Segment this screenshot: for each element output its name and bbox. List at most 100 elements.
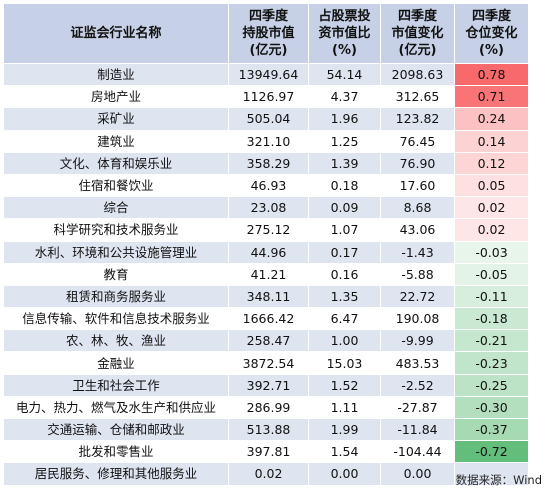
cell-position-change: 0.02	[454, 218, 529, 242]
header-name: 证监会行业名称	[3, 3, 229, 64]
cell-value-change: 2098.63	[380, 62, 455, 87]
cell-share: 15.03	[308, 351, 381, 375]
cell-position-change: -0.37	[454, 417, 529, 442]
cell-industry-name: 文化、体育和娱乐业	[3, 151, 229, 175]
cell-position-change	[454, 462, 529, 486]
cell-share: 1.35	[308, 284, 381, 309]
table-row: 建筑业 321.10 1.25 76.45 0.14	[3, 129, 529, 153]
cell-share: 4.37	[308, 85, 381, 109]
cell-industry-name: 居民服务、修理和其他服务业	[3, 462, 229, 486]
cell-value-change: -1.43	[380, 240, 455, 264]
cell-position-change: 0.02	[454, 196, 529, 220]
table-row: 文化、体育和娱乐业 358.29 1.39 76.90 0.12	[3, 151, 529, 175]
cell-industry-name: 信息传输、软件和信息技术服务业	[3, 307, 229, 331]
cell-share: 1.39	[308, 151, 381, 175]
cell-holdings: 23.08	[228, 196, 309, 220]
header-position-change: 四季度 仓位变化 (%)	[454, 3, 529, 64]
source-note: 数据来源：Wind	[455, 473, 542, 487]
cell-share: 1.00	[308, 329, 381, 353]
cell-share: 1.11	[308, 395, 381, 420]
table-row: 批发和零售业 397.81 1.54 -104.44 -0.72	[3, 440, 529, 464]
cell-holdings: 392.71	[228, 373, 309, 397]
cell-value-change: 483.53	[380, 351, 455, 375]
table-row: 制造业 13949.64 54.14 2098.63 0.78	[3, 62, 529, 87]
cell-value-change: 0.00	[380, 462, 455, 486]
cell-holdings: 46.93	[228, 173, 309, 198]
table-row: 房地产业 1126.97 4.37 312.65 0.71	[3, 85, 529, 109]
table-row: 信息传输、软件和信息技术服务业 1666.42 6.47 190.08 -0.18	[3, 307, 529, 331]
cell-value-change: -5.88	[380, 262, 455, 286]
table-row: 综合 23.08 0.09 8.68 0.02	[3, 196, 529, 220]
table-row: 农、林、牧、渔业 258.47 1.00 -9.99 -0.21	[3, 329, 529, 353]
cell-holdings: 348.11	[228, 284, 309, 309]
cell-share: 0.09	[308, 196, 381, 220]
table-row: 交通运输、仓储和邮政业 513.88 1.99 -11.84 -0.37	[3, 417, 529, 442]
cell-position-change: -0.30	[454, 395, 529, 420]
cell-value-change: -11.84	[380, 417, 455, 442]
cell-holdings: 513.88	[228, 417, 309, 442]
cell-industry-name: 租赁和商务服务业	[3, 284, 229, 309]
table-row: 住宿和餐饮业 46.93 0.18 17.60 0.05	[3, 173, 529, 198]
table-row: 金融业 3872.54 15.03 483.53 -0.23	[3, 351, 529, 375]
cell-value-change: 190.08	[380, 307, 455, 331]
cell-share: 0.00	[308, 462, 381, 486]
cell-share: 54.14	[308, 62, 381, 87]
cell-share: 6.47	[308, 307, 381, 331]
cell-holdings: 358.29	[228, 151, 309, 175]
cell-industry-name: 交通运输、仓储和邮政业	[3, 417, 229, 442]
cell-share: 1.96	[308, 107, 381, 131]
cell-industry-name: 采矿业	[3, 107, 229, 131]
cell-position-change: 0.14	[454, 129, 529, 153]
cell-industry-name: 制造业	[3, 62, 229, 87]
table-row: 卫生和社会工作 392.71 1.52 -2.52 -0.25	[3, 373, 529, 397]
cell-share: 1.52	[308, 373, 381, 397]
header-value-change: 四季度 市值变化 (亿元)	[380, 3, 455, 64]
cell-industry-name: 电力、热力、燃气及水生产和供应业	[3, 395, 229, 420]
table-body: 制造业 13949.64 54.14 2098.63 0.78 房地产业 1126.97 4.…	[3, 62, 529, 486]
header-holdings: 四季度 持股市值 (亿元)	[228, 3, 309, 64]
cell-holdings: 505.04	[228, 107, 309, 131]
cell-position-change: -0.11	[454, 284, 529, 309]
cell-industry-name: 金融业	[3, 351, 229, 375]
cell-holdings: 321.10	[228, 129, 309, 153]
cell-industry-name: 建筑业	[3, 129, 229, 153]
cell-industry-name: 教育	[3, 262, 229, 286]
cell-share: 0.16	[308, 262, 381, 286]
industry-table: 证监会行业名称 四季度 持股市值 (亿元) 占股票投 资市值比 (%) 四季度 市值变化(…	[3, 3, 529, 486]
cell-holdings: 44.96	[228, 240, 309, 264]
cell-value-change: 123.82	[380, 107, 455, 131]
cell-holdings: 275.12	[228, 218, 309, 242]
cell-value-change: 76.90	[380, 151, 455, 175]
cell-position-change: -0.21	[454, 329, 529, 353]
cell-holdings: 1126.97	[228, 85, 309, 109]
cell-share: 1.99	[308, 417, 381, 442]
cell-holdings: 286.99	[228, 395, 309, 420]
cell-industry-name: 水利、环境和公共设施管理业	[3, 240, 229, 264]
cell-holdings: 3872.54	[228, 351, 309, 375]
cell-position-change: 0.05	[454, 173, 529, 198]
cell-value-change: 17.60	[380, 173, 455, 198]
cell-holdings: 0.02	[228, 462, 309, 486]
cell-position-change: 0.12	[454, 151, 529, 175]
cell-share: 0.18	[308, 173, 381, 198]
cell-position-change: -0.03	[454, 240, 529, 264]
cell-position-change: 0.78	[454, 62, 529, 87]
cell-holdings: 41.21	[228, 262, 309, 286]
cell-holdings: 258.47	[228, 329, 309, 353]
cell-position-change: -0.23	[454, 351, 529, 375]
cell-value-change: -9.99	[380, 329, 455, 353]
table-row: 采矿业 505.04 1.96 123.82 0.24	[3, 107, 529, 131]
cell-industry-name: 卫生和社会工作	[3, 373, 229, 397]
cell-industry-name: 科学研究和技术服务业	[3, 218, 229, 242]
cell-share: 1.07	[308, 218, 381, 242]
cell-industry-name: 农、林、牧、渔业	[3, 329, 229, 353]
cell-value-change: 22.72	[380, 284, 455, 309]
table-row: 电力、热力、燃气及水生产和供应业 286.99 1.11 -27.87 -0.30	[3, 395, 529, 420]
cell-industry-name: 批发和零售业	[3, 440, 229, 464]
table-row: 科学研究和技术服务业 275.12 1.07 43.06 0.02	[3, 218, 529, 242]
cell-value-change: -104.44	[380, 440, 455, 464]
table-row: 教育 41.21 0.16 -5.88 -0.05	[3, 262, 529, 286]
header-share: 占股票投 资市值比 (%)	[308, 3, 381, 64]
cell-industry-name: 综合	[3, 196, 229, 220]
